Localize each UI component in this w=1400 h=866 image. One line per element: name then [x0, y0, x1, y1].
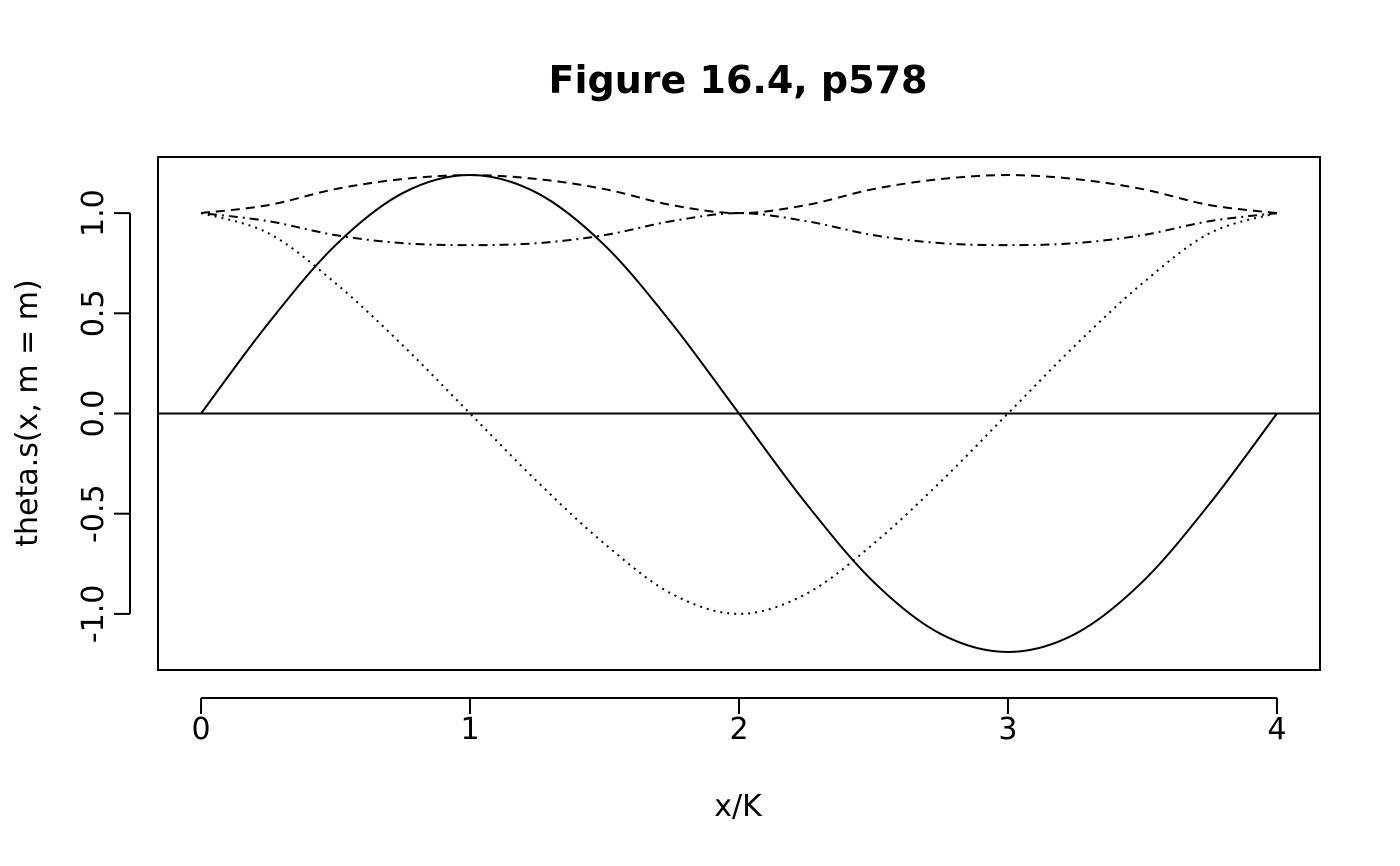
x-axis-label: x/K	[714, 789, 763, 824]
y-tick-label: 1.0	[76, 189, 111, 237]
y-tick-label: 0.0	[76, 390, 111, 438]
y-axis: -1.0 -0.5 0.0 0.5 1.0	[76, 189, 131, 644]
y-axis-label: theta.s(x, m = m)	[10, 279, 45, 546]
x-tick-label: 3	[998, 712, 1017, 747]
chart-title: Figure 16.4, p578	[549, 58, 928, 102]
series-line-dashed	[200, 174, 1278, 215]
x-tick-label: 2	[729, 712, 748, 747]
series-line-solid	[200, 174, 1278, 653]
y-tick-label: -0.5	[76, 484, 111, 543]
x-tick-label: 0	[191, 712, 210, 747]
y-tick-label: 0.5	[76, 289, 111, 337]
x-tick-label: 4	[1267, 712, 1286, 747]
series-line-dotdash	[200, 212, 1278, 247]
y-tick-label: -1.0	[76, 585, 111, 644]
series-group	[200, 174, 1278, 653]
x-tick-label: 1	[460, 712, 479, 747]
x-axis: 0 1 2 3 4	[191, 697, 1287, 747]
